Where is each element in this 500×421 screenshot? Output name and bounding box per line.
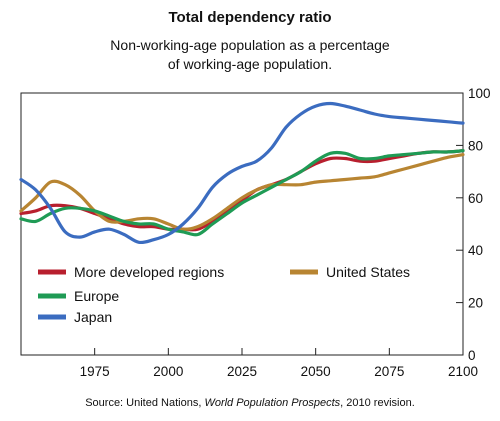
source-publication: World Population Prospects	[204, 397, 341, 409]
legend-label-united-states: United States	[326, 264, 410, 280]
x-tick-label: 2050	[301, 364, 331, 379]
y-tick-label: 100	[468, 86, 491, 101]
y-tick-label: 40	[468, 243, 483, 258]
x-tick-label: 2000	[153, 364, 183, 379]
y-tick-label: 0	[468, 348, 476, 363]
chart-title: Total dependency ratio	[168, 9, 332, 26]
series-line-more-developed-regions	[19, 149, 465, 232]
y-tick-label: 20	[468, 296, 483, 311]
plot-area	[20, 92, 464, 356]
series-line-japan	[19, 101, 465, 245]
subtitle-line-1: Non-working-age population as a percenta…	[110, 37, 390, 53]
subtitle-line-2: of working-age population.	[167, 56, 333, 72]
legend-label-japan: Japan	[74, 309, 112, 325]
series-lines	[19, 101, 465, 245]
x-tick-label: 2025	[227, 364, 257, 379]
source-suffix: , 2010 revision.	[340, 397, 415, 409]
y-tick-label: 60	[468, 191, 483, 206]
legend: More developed regions United States Europ…	[38, 264, 410, 325]
y-tick-label: 80	[468, 138, 483, 153]
source-note: Source: United Nations, World Population…	[0, 397, 500, 409]
x-tick-label: 2100	[448, 364, 478, 379]
series-line-europe	[19, 149, 465, 237]
chart-subtitle: Non-working-age population as a percenta…	[0, 36, 500, 74]
legend-label-europe: Europe	[74, 288, 119, 304]
legend-label-more-developed-regions: More developed regions	[74, 264, 224, 280]
x-tick-label: 2075	[374, 364, 404, 379]
source-prefix: Source: United Nations,	[85, 397, 205, 409]
x-tick-label: 1975	[80, 364, 110, 379]
